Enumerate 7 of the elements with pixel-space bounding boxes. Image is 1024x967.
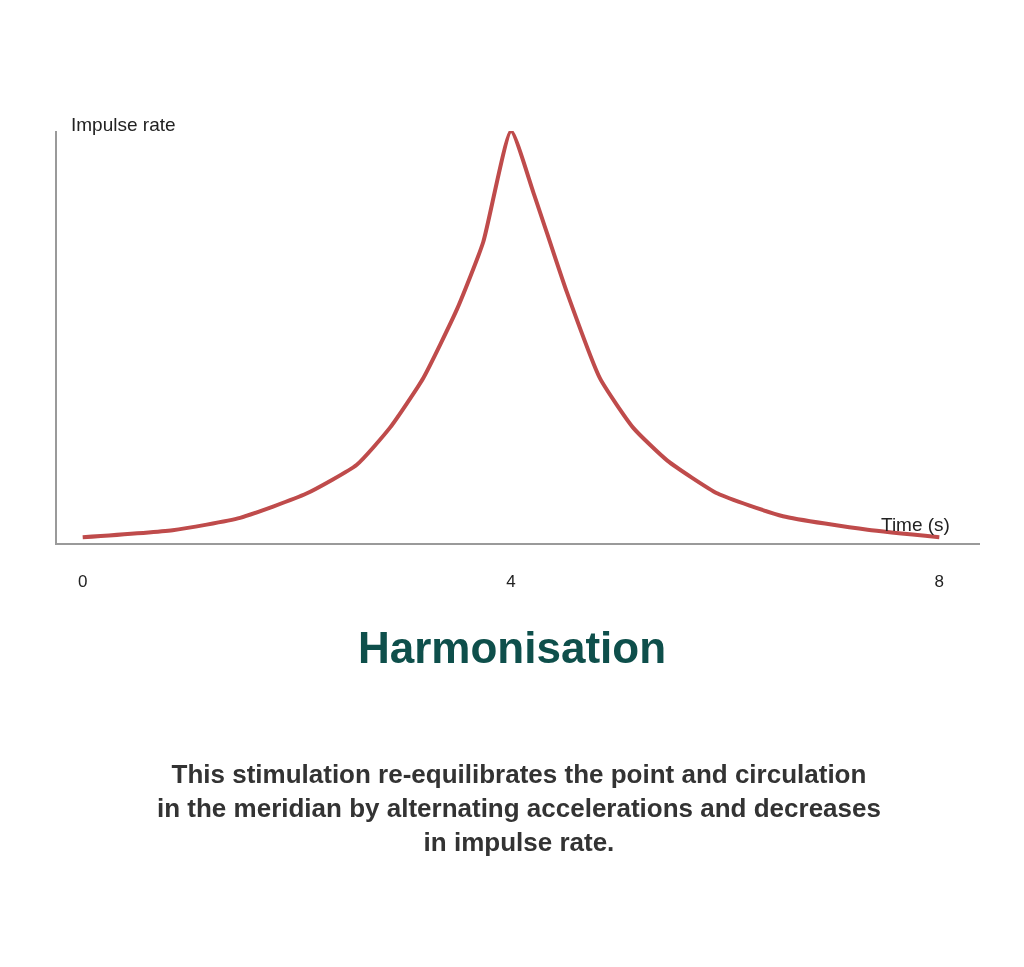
text: This stimulation re-equilibrates the point and circulation in the meridian by alternating accelerations and decreases in impulse rate. — [157, 759, 881, 857]
y-axis-title: Impulse rate — [71, 114, 176, 135]
text: Harmonisation — [357, 623, 667, 673]
x-tick-label: 4 — [506, 572, 516, 592]
x-axis-title: Time (s) — [881, 514, 950, 535]
x-tick-label: 8 — [934, 572, 945, 592]
x-tick-label: 0 — [77, 572, 88, 592]
